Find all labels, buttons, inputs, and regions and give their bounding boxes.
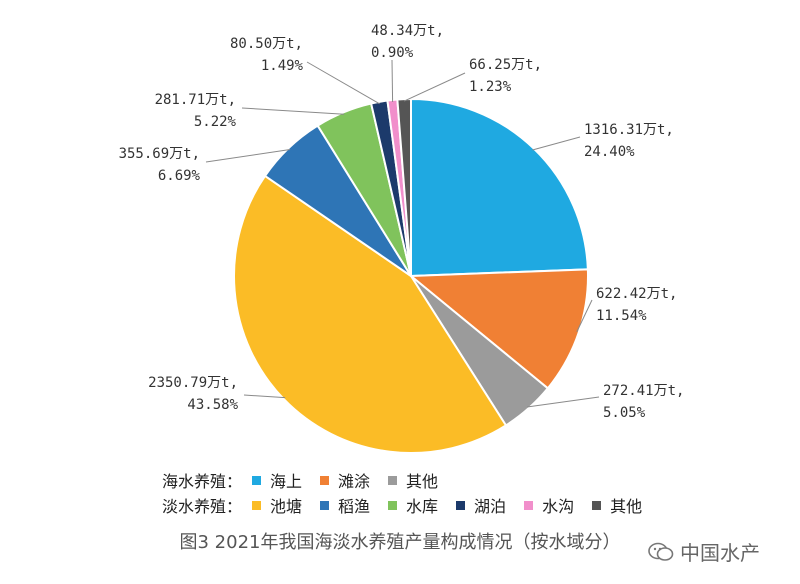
data-label-value: 1316.31万t,: [584, 122, 674, 138]
legend-item: 稻渔: [320, 493, 370, 517]
legend-label: 海上: [270, 472, 303, 491]
leader-line: [532, 136, 581, 151]
leader-line: [306, 61, 380, 105]
leader-line: [403, 72, 466, 102]
leader-line: [526, 396, 600, 408]
figure-caption: 图3 2021年我国海淡水养殖产量构成情况（按水域分）: [179, 532, 621, 553]
legend-label: 湖泊: [474, 497, 507, 516]
legend-item: 其他: [592, 493, 642, 517]
legend-swatch: [524, 500, 534, 510]
data-label-percent: 43.58%: [187, 397, 238, 413]
leader-line: [576, 299, 593, 333]
legend-label: 其他: [610, 497, 643, 516]
legend-swatch: [592, 500, 602, 510]
legend-swatch: [388, 475, 398, 485]
legend-swatch: [320, 500, 330, 510]
legend-item: 水沟: [524, 493, 574, 517]
legend-label: 水沟: [542, 497, 575, 516]
legend-swatch: [320, 475, 330, 485]
leader-line: [241, 107, 345, 115]
data-label-value: 66.25万t,: [469, 57, 542, 73]
data-label-value: 48.34万t,: [371, 23, 444, 39]
legend-swatch: [252, 500, 261, 510]
legend-item: 湖泊: [456, 493, 506, 517]
legend-item: 水库: [388, 493, 438, 517]
data-label-percent: 11.54%: [596, 308, 647, 324]
legend-item: 池塘: [252, 493, 302, 517]
wechat-icon: [648, 542, 674, 561]
legend-marine: 海水养殖： 海上 滩涂 其他: [162, 468, 456, 492]
leader-line: [391, 59, 394, 103]
data-label-value: 272.41万t,: [603, 383, 684, 399]
legend-item: 滩涂: [320, 468, 370, 492]
data-label-value: 80.50万t,: [230, 36, 303, 52]
data-label-value: 2350.79万t,: [148, 375, 238, 391]
legend-group-title: 淡水养殖：: [162, 497, 243, 516]
data-label-percent: 5.22%: [194, 114, 237, 130]
legend-group-title: 海水养殖：: [162, 472, 243, 491]
legend-swatch: [252, 475, 261, 485]
watermark: 中国水产: [648, 537, 760, 566]
legend-item: 海上: [252, 468, 302, 492]
data-label-value: 355.69万t,: [119, 146, 200, 162]
data-label-value: 622.42万t,: [596, 286, 677, 302]
pie-slice: [408, 268, 589, 390]
legend-item: 其他: [388, 468, 438, 492]
data-label-percent: 1.23%: [469, 79, 512, 95]
pie-slice: [233, 174, 508, 454]
data-label-percent: 6.69%: [158, 168, 201, 184]
pie-slice: [410, 97, 589, 278]
data-label-percent: 0.90%: [371, 45, 414, 61]
legend-label: 滩涂: [338, 472, 371, 491]
leader-line: [243, 394, 286, 399]
legend-freshwater: 淡水养殖： 池塘 稻渔 水库 湖泊 水沟 其他: [162, 493, 660, 517]
data-label-percent: 1.49%: [261, 58, 304, 74]
watermark-text: 中国水产: [680, 541, 760, 565]
data-label-value: 281.71万t,: [155, 92, 236, 108]
legend-label: 其他: [406, 472, 439, 491]
legend-label: 稻渔: [338, 497, 371, 516]
legend-label: 水库: [406, 497, 439, 516]
legend-swatch: [456, 500, 466, 510]
legend-label: 池塘: [270, 497, 303, 516]
pie-slice: [396, 97, 412, 277]
data-label-percent: 5.05%: [603, 405, 646, 421]
leader-line: [205, 149, 291, 163]
legend-swatch: [388, 500, 398, 510]
data-label-percent: 24.40%: [584, 144, 635, 160]
